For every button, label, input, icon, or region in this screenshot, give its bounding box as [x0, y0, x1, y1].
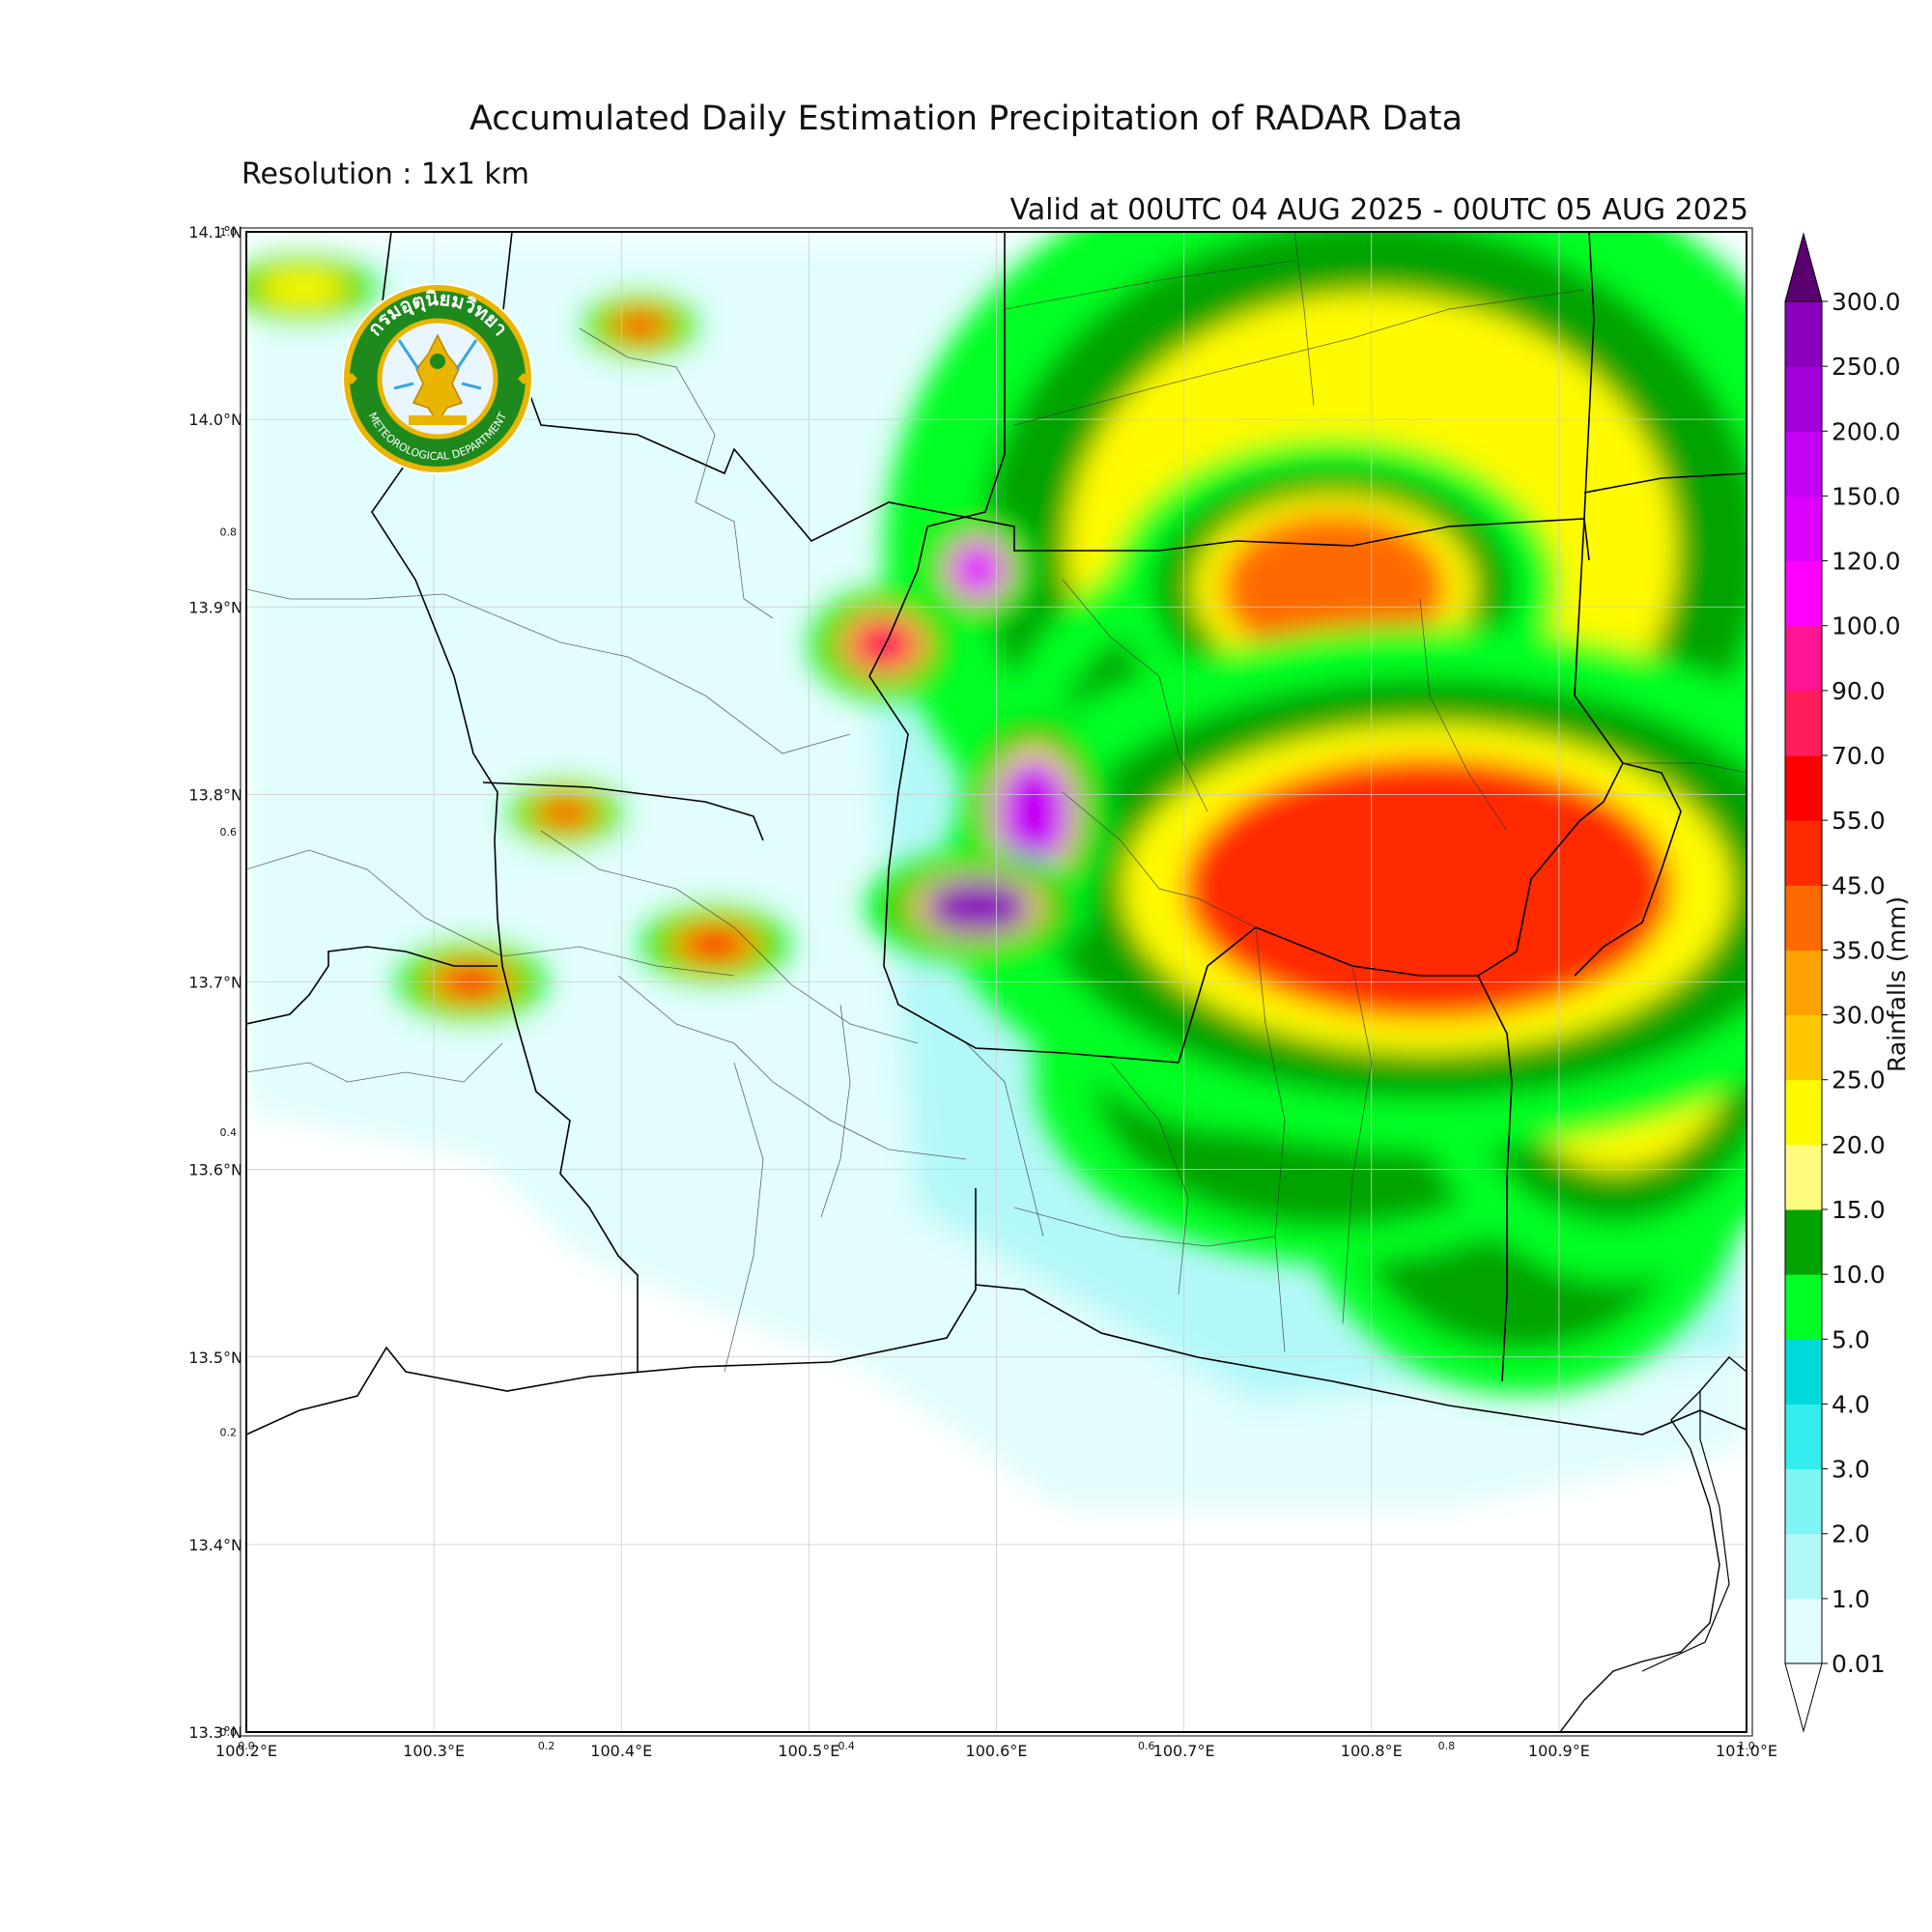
- lat-tick-label: 13.9°N: [188, 598, 242, 616]
- colorbar-segment: [1785, 1079, 1822, 1146]
- colorbar-level-label: 0.01: [1832, 1650, 1886, 1678]
- colorbar-segment: [1785, 301, 1822, 367]
- minor-y-tick-label: 0.2: [220, 1426, 238, 1438]
- minor-y-tick-label: 0.0: [220, 1726, 238, 1739]
- colorbar-level-label: 4.0: [1832, 1390, 1870, 1418]
- colorbar-extend-max: [1784, 232, 1823, 302]
- map-title: Accumulated Daily Estimation Precipitati…: [469, 99, 1463, 138]
- colorbar-level-label: 150.0: [1832, 482, 1901, 510]
- minor-x-tick-label: 0.4: [838, 1740, 855, 1752]
- minor-y-tick-label: 0.6: [220, 826, 238, 838]
- colorbar-level-label: 25.0: [1832, 1066, 1886, 1094]
- colorbar-level-label: 90.0: [1832, 677, 1886, 705]
- colorbar-level-label: 2.0: [1832, 1520, 1870, 1548]
- colorbar-segment: [1785, 690, 1822, 756]
- lon-tick-label: 100.6°E: [966, 1742, 1028, 1760]
- lat-tick-label: 13.7°N: [188, 974, 242, 992]
- colorbar-level-label: 250.0: [1832, 353, 1901, 381]
- colorbar-level-label: 5.0: [1832, 1325, 1870, 1353]
- colorbar-level-label: 3.0: [1832, 1456, 1870, 1484]
- colorbar-level-label: 55.0: [1832, 807, 1886, 835]
- lon-tick-label: 100.4°E: [590, 1742, 652, 1760]
- colorbar-segment: [1785, 885, 1822, 951]
- district-boundaries: [246, 232, 1747, 1373]
- minor-y-tick-label: 0.8: [220, 526, 238, 539]
- valid-period-label: Valid at 00UTC 04 AUG 2025 - 00UTC 05 AU…: [1009, 193, 1748, 227]
- colorbar-segment: [1785, 1598, 1822, 1664]
- colorbar-segment: [1785, 1339, 1822, 1405]
- rain-cell: [949, 541, 1007, 598]
- colorbar-segment: [1785, 1144, 1822, 1210]
- minor-x-tick-label: 0.6: [1138, 1740, 1155, 1752]
- meteorological-department-logo: กรมอุตุนิยมวิทยา METEOROLOGICAL DEPARTME…: [342, 283, 533, 474]
- rain-cell: [921, 878, 1035, 935]
- coastline-estuary: [1641, 1391, 1730, 1672]
- lat-tick-label: 13.8°N: [188, 785, 242, 804]
- colorbar-level-label: 300.0: [1832, 288, 1901, 316]
- rain-cell: [265, 272, 341, 303]
- lat-tick-label: 13.5°N: [188, 1349, 242, 1367]
- colorbar-segment: [1785, 820, 1822, 886]
- rain-cell: [677, 925, 753, 964]
- rain-cell: [996, 756, 1072, 870]
- colorbar-level-label: 20.0: [1832, 1131, 1886, 1159]
- colorbar-label: Rainfalls (mm): [1883, 896, 1911, 1072]
- colorbar-segment: [1785, 1404, 1822, 1470]
- colorbar-segment: [1785, 1014, 1822, 1081]
- lon-tick-label: 100.3°E: [403, 1742, 465, 1760]
- colorbar-level-label: 10.0: [1832, 1261, 1886, 1289]
- colorbar-level-label: 1.0: [1832, 1585, 1870, 1613]
- colorbar: 0.01 1.0 2.0 3.0 4.0 5.0 10.0 15.0 20.0 25.0 30.0 3…: [1784, 232, 1911, 1733]
- minor-y-tick-label: 0.4: [220, 1126, 238, 1139]
- colorbar-segment: [1785, 950, 1822, 1016]
- minor-y-tick-label: 1.0: [220, 226, 238, 239]
- colorbar-level-label: 120.0: [1832, 548, 1901, 576]
- lat-tick-label: 13.6°N: [188, 1161, 242, 1179]
- rain-cell: [611, 310, 668, 341]
- colorbar-level-label: 70.0: [1832, 742, 1886, 770]
- axis-tick-labels: 14.1°N 14.0°N 13.9°N 13.8°N 13.7°N 13.6°N 13.5…: [188, 223, 1777, 1760]
- minor-x-tick-label: 0.2: [538, 1740, 555, 1752]
- lon-tick-label: 100.7°E: [1153, 1742, 1215, 1760]
- colorbar-level-label: 30.0: [1832, 1002, 1886, 1030]
- colorbar-segment: [1785, 560, 1822, 627]
- colorbar-segment: [1785, 1209, 1822, 1275]
- lon-tick-label: 100.2°E: [215, 1742, 277, 1760]
- lat-tick-label: 14.0°N: [188, 411, 242, 429]
- lon-tick-label: 100.9°E: [1528, 1742, 1590, 1760]
- colorbar-level-label: 200.0: [1832, 417, 1901, 445]
- colorbar-level-label: 45.0: [1832, 871, 1886, 899]
- colorbar-segment: [1785, 1468, 1822, 1535]
- lat-tick-label: 13.4°N: [188, 1536, 242, 1554]
- minor-x-tick-label: 0.8: [1438, 1740, 1456, 1752]
- colorbar-level-label: 100.0: [1832, 612, 1901, 640]
- colorbar-extend-min: [1784, 1662, 1823, 1733]
- lon-tick-label: 100.8°E: [1341, 1742, 1403, 1760]
- resolution-label: Resolution : 1x1 km: [242, 157, 529, 191]
- lat-tick-label: 14.1°N: [188, 223, 242, 242]
- lon-tick-label: 101.0°E: [1716, 1742, 1777, 1760]
- colorbar-segment: [1785, 1274, 1822, 1340]
- colorbar-segment: [1785, 625, 1822, 692]
- province-boundaries: [246, 232, 1747, 1435]
- colorbar-segment: [1785, 1533, 1822, 1600]
- map-panel: [240, 227, 1753, 1737]
- colorbar-segment: [1785, 755, 1822, 821]
- lat-tick-label: 13.3°N: [188, 1723, 242, 1742]
- rain-cell: [846, 615, 922, 673]
- minor-x-tick-label: 1.0: [1738, 1740, 1755, 1752]
- map-frame: [245, 231, 1747, 1733]
- lon-tick-label: 100.5°E: [778, 1742, 839, 1760]
- rain-cell: [1183, 756, 1672, 1020]
- minor-x-tick-label: 0.0: [238, 1740, 255, 1752]
- rain-cell: [1221, 513, 1447, 664]
- colorbar-segment: [1785, 431, 1822, 497]
- rain-cell: [536, 798, 594, 829]
- colorbar-level-label: 15.0: [1832, 1196, 1886, 1224]
- colorbar-segment: [1785, 366, 1822, 432]
- colorbar-level-label: 35.0: [1832, 936, 1886, 964]
- colorbar-segment: [1785, 496, 1822, 562]
